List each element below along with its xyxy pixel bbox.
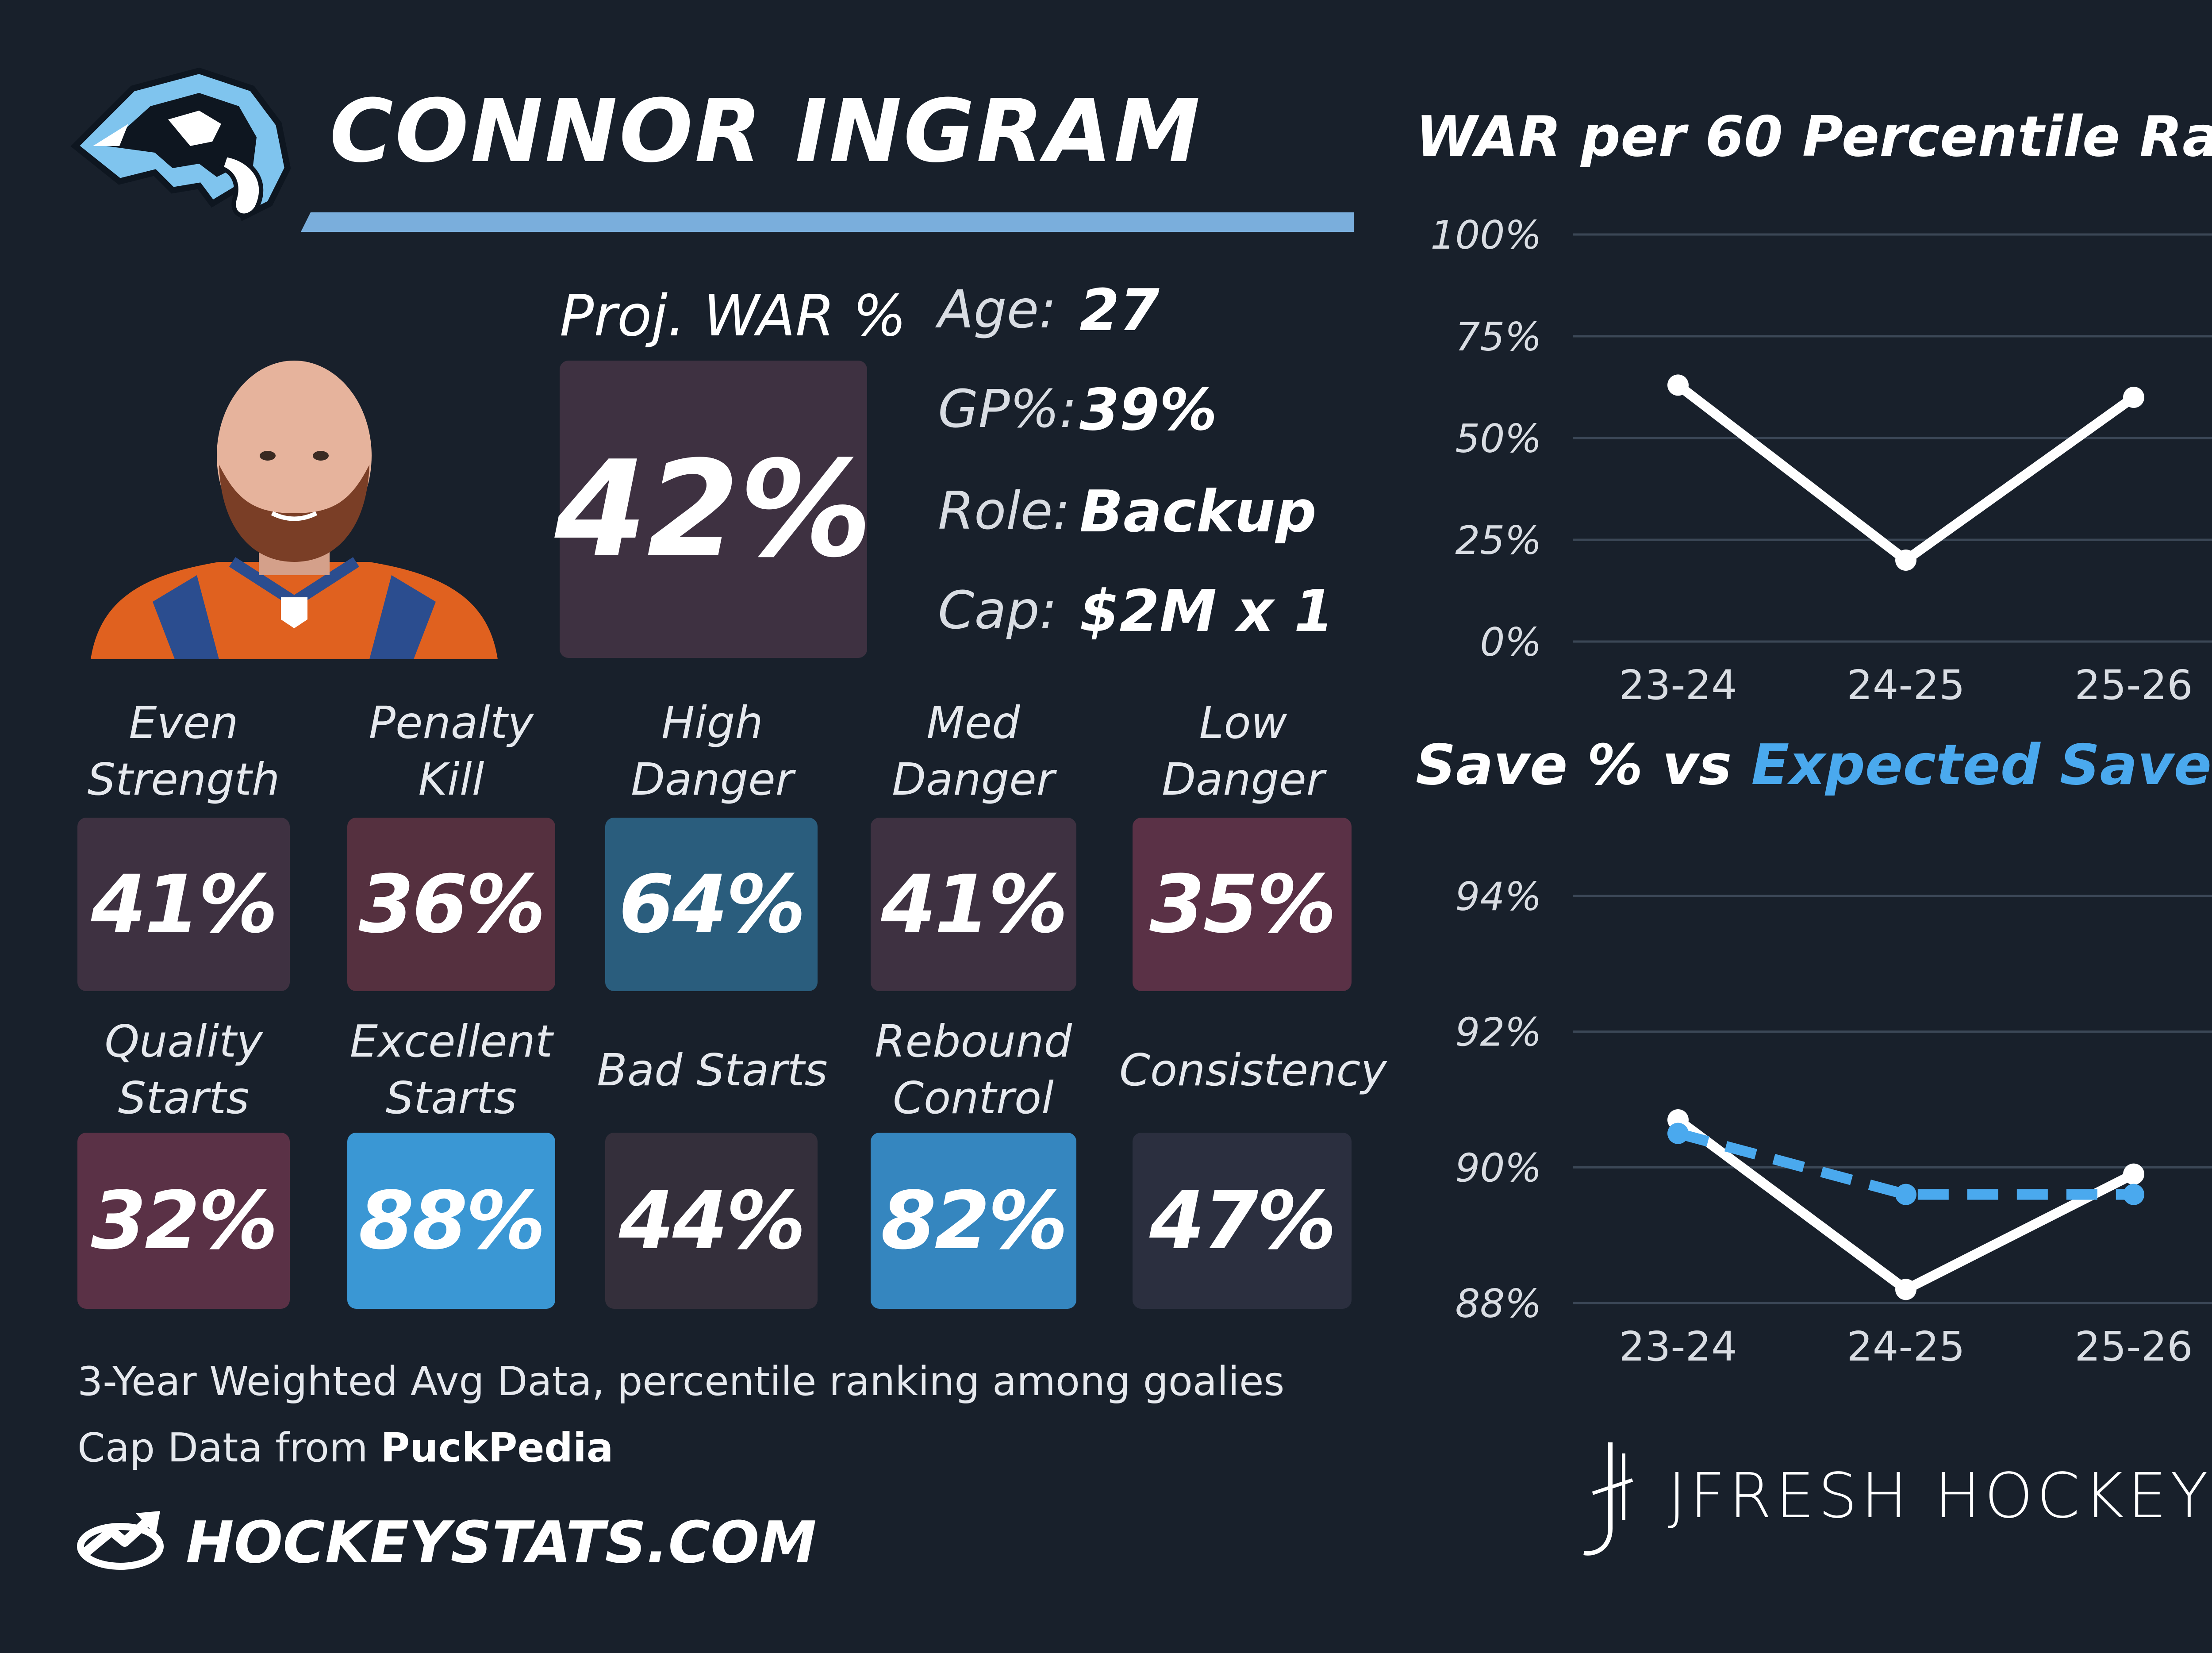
chart2-title: Save % vs Expected Save % [1416, 732, 2212, 797]
chart2-ytick-label: 94% [1455, 874, 1542, 919]
chart1-xtick-label: 23-24 [1619, 661, 1737, 709]
hockeystats-wordmark: HOCKEYSTATS.COM [186, 1509, 817, 1576]
gp-value: 39% [1079, 376, 1217, 443]
tile-label-excellent-starts: Excellent Starts [349, 1015, 553, 1124]
chart2-series-2-point [1667, 1123, 1689, 1144]
tile-quality-starts: 32% [77, 1133, 290, 1309]
tile-bad-starts: 44% [605, 1133, 818, 1309]
chart2-xtick-label: 25-26 [2074, 1323, 2193, 1370]
chart2-xtick-label: 23-24 [1619, 1323, 1737, 1370]
cap-label: Cap: [938, 580, 1057, 641]
footnote-data: 3-Year Weighted Avg Data, percentile ran… [77, 1358, 1285, 1405]
age-value: 27 [1079, 277, 1160, 344]
role-value: Backup [1079, 478, 1317, 545]
chart2-series-1-point [2123, 1163, 2144, 1185]
proj-war-value: 42% [554, 432, 872, 587]
tile-consistency: 47% [1133, 1133, 1352, 1309]
chart2-ytick-label: 92% [1455, 1010, 1542, 1055]
puckpedia-link[interactable]: PuckPedia [380, 1425, 614, 1471]
tile-label-high-danger: High Danger [631, 697, 794, 805]
chart1-ytick-label: 25% [1455, 518, 1542, 563]
footnote-cap: Cap Data from PuckPedia [77, 1425, 614, 1471]
tile-low-danger: 35% [1133, 818, 1352, 991]
player-headshot [91, 361, 498, 659]
tile-label-bad-starts: Bad Starts [597, 1044, 828, 1096]
jfresh-wordmark: JFRESH HOCKEY [1668, 1460, 2212, 1532]
chart1-series-1-point [1895, 550, 1916, 571]
tile-label-rebound-control: Rebound Control [875, 1015, 1072, 1124]
tile-excellent-starts: 88% [347, 1133, 555, 1309]
chart2-series-2-point [1895, 1184, 1916, 1205]
chart1-title: WAR per 60 Percentile Rank [1416, 104, 2212, 169]
jfresh-stick-icon [1583, 1442, 1633, 1556]
tile-even-strength: 41% [77, 818, 290, 991]
gp-label: GP%: [938, 378, 1077, 439]
chart1-ytick-label: 75% [1455, 314, 1542, 360]
tile-label-penalty-kill: Penalty Kill [369, 697, 534, 805]
chart2-series-1-point [1895, 1279, 1916, 1300]
tile-rebound-control: 82% [871, 1133, 1076, 1309]
chart2-ytick-label: 88% [1455, 1281, 1542, 1326]
tile-high-danger: 64% [605, 818, 818, 991]
proj-war-label: Proj. WAR % [560, 283, 907, 349]
tile-label-quality-starts: Quality Starts [104, 1015, 263, 1124]
chart1-series-1-point [1667, 374, 1689, 396]
chart2-series-2-point [2123, 1184, 2144, 1205]
chart1-ytick-label: 100% [1430, 212, 1542, 258]
chart2-ytick-label: 90% [1455, 1145, 1542, 1191]
tile-label-consistency: Consistency [1119, 1044, 1387, 1096]
hockeystats-logo-icon [77, 1511, 164, 1570]
chart1-ytick-label: 50% [1455, 416, 1542, 461]
chart2-xtick-label: 24-25 [1847, 1323, 1965, 1370]
chart2-series-2-line [1676, 1128, 2134, 1200]
age-label: Age: [938, 279, 1056, 340]
cap-value: $2M x 1 [1079, 577, 1334, 645]
proj-war-box: 42% [554, 361, 872, 658]
chart1-series-1-line [1675, 381, 2137, 565]
tile-label-med-danger: Med Danger [892, 697, 1055, 805]
chart1-ytick-label: 0% [1480, 619, 1542, 665]
role-label: Role: [938, 480, 1071, 541]
tile-label-even-strength: Even Strength [87, 697, 280, 805]
mammoth-logo-icon [70, 67, 291, 221]
chart1-xtick-label: 24-25 [1847, 661, 1965, 709]
tile-med-danger: 41% [871, 818, 1076, 991]
name-underline [301, 212, 1354, 232]
tile-penalty-kill: 36% [347, 818, 555, 991]
chart1-xtick-label: 25-26 [2074, 661, 2193, 709]
chart1-series-1-point [2123, 387, 2144, 408]
tile-label-low-danger: Low Danger [1162, 697, 1325, 805]
